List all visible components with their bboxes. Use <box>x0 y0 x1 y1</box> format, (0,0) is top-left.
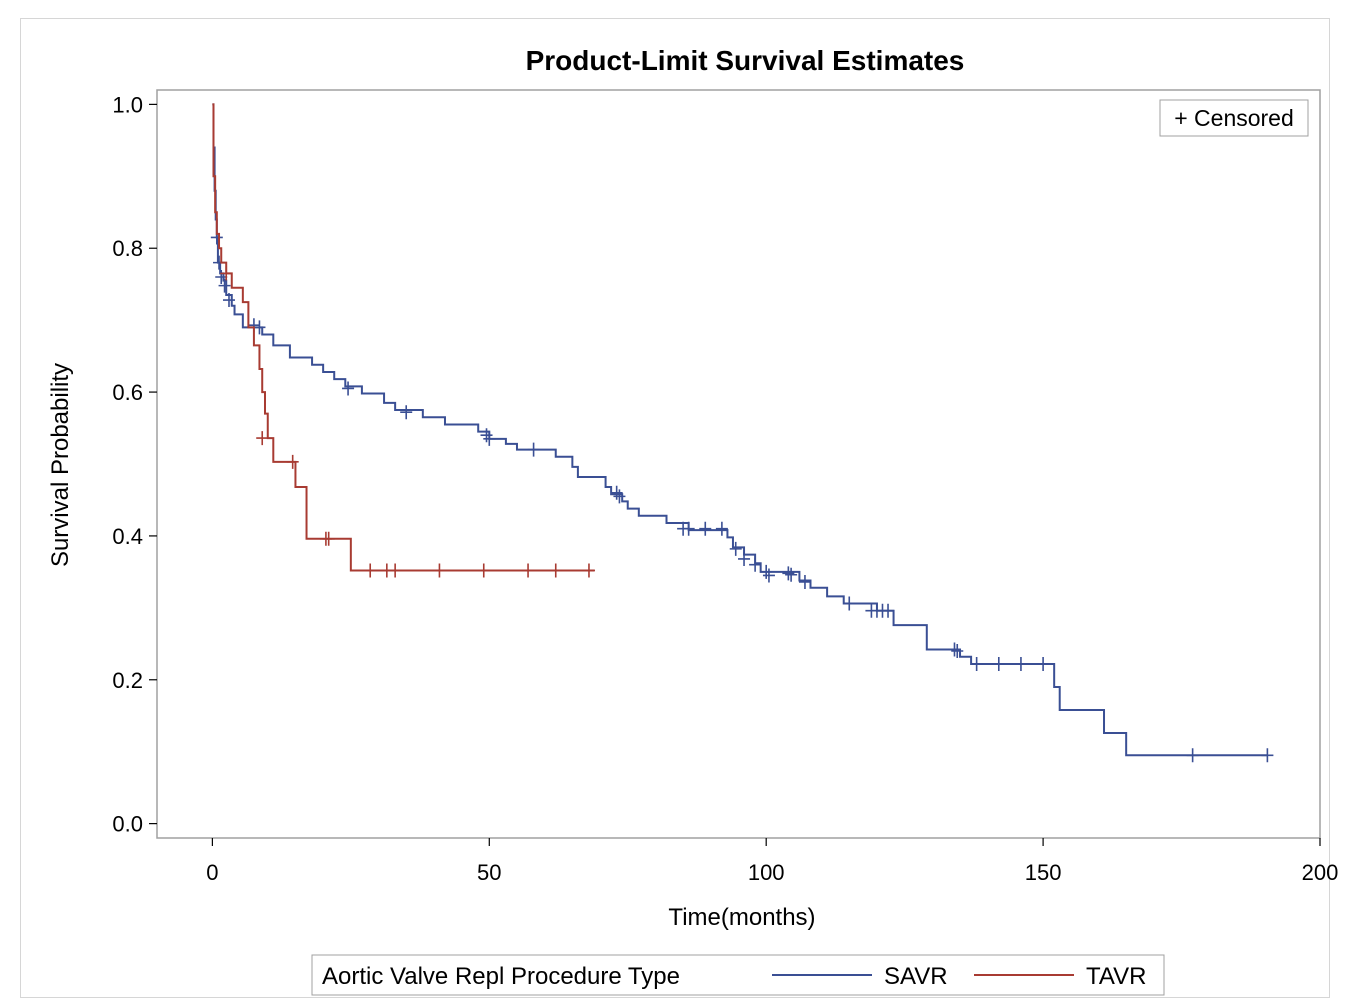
censor-mark-tavr <box>220 266 233 281</box>
censor-mark-savr <box>610 485 623 500</box>
censor-mark-tavr <box>477 563 490 578</box>
censor-mark-tavr <box>256 431 269 446</box>
censor-mark-savr <box>948 642 961 657</box>
censor-mark-savr <box>215 270 228 284</box>
censor-mark-savr <box>785 567 798 582</box>
censor-mark-savr <box>970 656 983 671</box>
censor-mark-tavr <box>322 531 335 546</box>
censor-mark-savr <box>1186 748 1199 763</box>
censored-legend: + Censored <box>1159 99 1309 137</box>
censor-mark-savr <box>843 596 856 611</box>
y-axis-label: Survival Probability <box>47 363 74 567</box>
censor-mark-tavr <box>582 563 595 578</box>
x-axis-label: Time(months) <box>668 904 815 931</box>
legend-title: Aortic Valve Repl Procedure Type <box>322 963 680 990</box>
censor-mark-savr <box>253 320 266 335</box>
censor-mark-savr <box>738 551 751 566</box>
censor-mark-tavr <box>549 563 562 578</box>
censor-mark-savr <box>798 574 811 589</box>
legend-tavr-label: TAVR <box>1086 963 1146 990</box>
censor-mark-tavr <box>389 563 402 578</box>
x-axis: 0 50 100 150 200 <box>206 838 1338 885</box>
censor-mark-savr <box>613 489 626 504</box>
y-tick-label: 0.0 <box>112 812 143 837</box>
censor-mark-tavr <box>522 563 535 578</box>
y-tick-label: 0.4 <box>112 524 143 549</box>
censor-mark-savr <box>480 428 493 443</box>
censor-mark-savr <box>882 603 895 618</box>
censor-mark-savr <box>951 644 964 658</box>
censor-mark-savr <box>682 521 695 536</box>
series-tavr-line <box>212 103 595 572</box>
censor-mark-savr <box>992 656 1005 671</box>
censor-mark-savr <box>715 521 728 536</box>
series-layer <box>210 103 1274 763</box>
y-axis: 0.0 0.2 0.4 0.6 0.8 1.0 <box>112 92 157 837</box>
censor-mark-savr <box>749 557 762 572</box>
x-tick-label: 200 <box>1302 860 1339 885</box>
censor-mark-savr <box>342 381 355 396</box>
chart-title: Product-Limit Survival Estimates <box>526 45 965 76</box>
censor-mark-savr <box>762 568 775 583</box>
censored-legend-label: + Censored <box>1174 105 1294 131</box>
series-savr-line <box>212 103 1268 757</box>
censor-mark-savr <box>1037 656 1050 671</box>
x-tick-label: 100 <box>748 860 785 885</box>
censor-mark-savr <box>1261 748 1274 763</box>
censor-mark-savr <box>527 442 540 457</box>
y-tick-label: 1.0 <box>112 92 143 117</box>
legend-savr-label: SAVR <box>884 963 948 990</box>
censored-legend-box <box>1159 99 1309 137</box>
x-tick-label: 0 <box>206 860 218 885</box>
censor-mark-tavr <box>286 454 299 469</box>
censor-mark-savr <box>729 541 742 556</box>
x-tick-label: 50 <box>477 860 501 885</box>
legend: Aortic Valve Repl Procedure Type SAVR TA… <box>311 954 1165 996</box>
y-tick-label: 0.2 <box>112 668 143 693</box>
censor-mark-tavr <box>364 563 377 578</box>
censor-mark-savr <box>699 521 712 536</box>
y-tick-label: 0.6 <box>112 380 143 405</box>
plot-area <box>156 89 1321 839</box>
censor-mark-tavr <box>433 563 446 578</box>
censor-mark-savr <box>760 564 773 579</box>
censor-mark-savr <box>218 278 231 293</box>
censor-mark-savr <box>1014 656 1027 671</box>
censor-mark-savr <box>400 405 413 420</box>
chart-frame <box>20 18 1330 998</box>
censor-mark-savr <box>222 293 235 308</box>
y-tick-label: 0.8 <box>112 236 143 261</box>
x-tick-label: 150 <box>1025 860 1062 885</box>
censor-mark-savr <box>483 431 496 446</box>
censor-mark-savr <box>782 566 795 581</box>
